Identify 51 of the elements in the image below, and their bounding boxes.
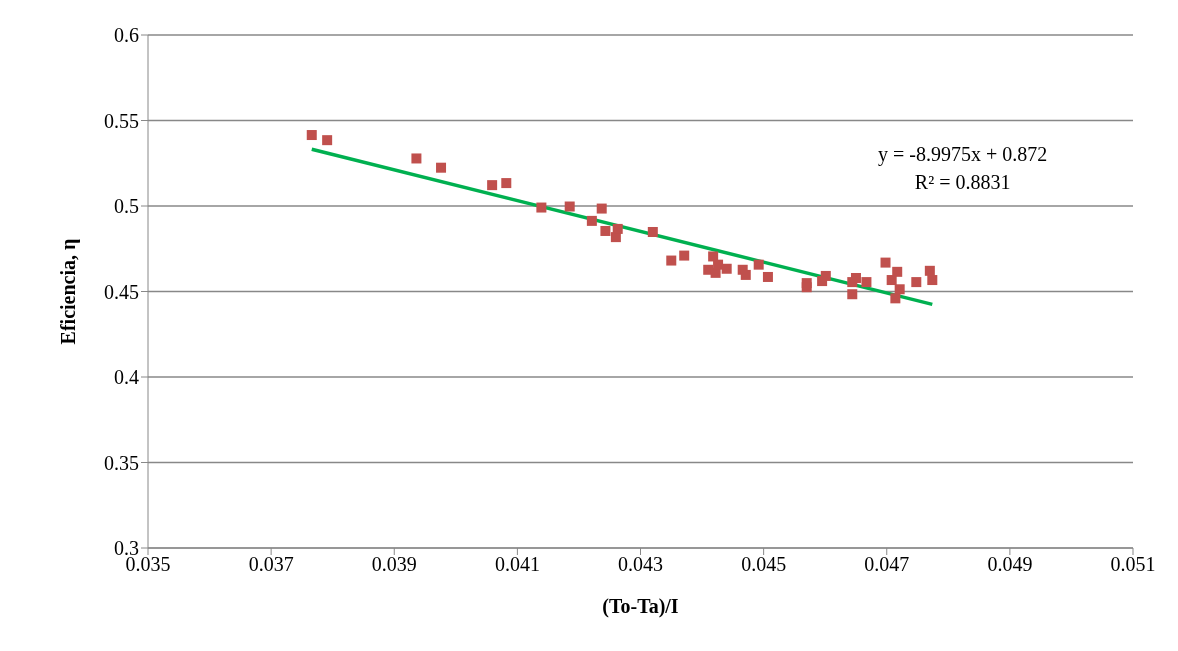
x-tick-label: 0.047	[864, 553, 910, 576]
point	[850, 272, 861, 283]
y-tick-label: 0.55	[104, 109, 139, 132]
x-tick-label: 0.051	[1110, 553, 1156, 576]
y-tick-label: 0.6	[114, 24, 139, 47]
x-tick-label: 0.037	[248, 553, 294, 576]
point	[600, 225, 611, 236]
point	[820, 270, 831, 281]
point	[647, 226, 658, 237]
annotation: y = -8.9975x + 0.872	[878, 142, 1048, 168]
x-tick-label: 0.049	[987, 553, 1033, 576]
point	[892, 266, 903, 277]
annotation: R² = 0.8831	[913, 170, 1012, 195]
point	[487, 180, 498, 191]
point	[612, 223, 623, 234]
point	[666, 255, 677, 266]
point	[436, 162, 447, 173]
point	[861, 277, 872, 288]
point	[847, 289, 858, 300]
point	[564, 201, 575, 212]
point	[586, 215, 597, 226]
x-tick-label: 0.041	[494, 553, 540, 576]
y-tick-label: 0.45	[104, 280, 139, 303]
point	[890, 293, 901, 304]
point	[679, 250, 690, 261]
point	[501, 178, 512, 189]
point	[713, 259, 724, 270]
point	[894, 284, 905, 295]
point	[721, 263, 732, 274]
x-tick-label: 0.043	[618, 553, 663, 576]
x-tick-label: 0.045	[741, 553, 787, 576]
point	[322, 135, 333, 146]
point	[306, 130, 317, 141]
point	[536, 202, 547, 213]
point	[740, 269, 751, 280]
point	[411, 153, 422, 164]
point	[924, 265, 935, 276]
x-axis-title: (To-Ta)/I	[602, 595, 679, 618]
point	[927, 275, 938, 286]
point	[801, 282, 812, 293]
y-tick-label: 0.4	[114, 366, 139, 389]
point	[911, 277, 922, 288]
point	[708, 251, 719, 262]
y-tick-label: 0.5	[114, 195, 139, 218]
point	[880, 257, 891, 268]
point	[762, 271, 773, 282]
point	[753, 259, 764, 270]
x-tick-label: 0.039	[371, 553, 417, 576]
y-tick-label: 0.35	[104, 451, 139, 474]
y-axis-title: Eficiencia, η	[57, 238, 81, 345]
point	[596, 203, 607, 214]
